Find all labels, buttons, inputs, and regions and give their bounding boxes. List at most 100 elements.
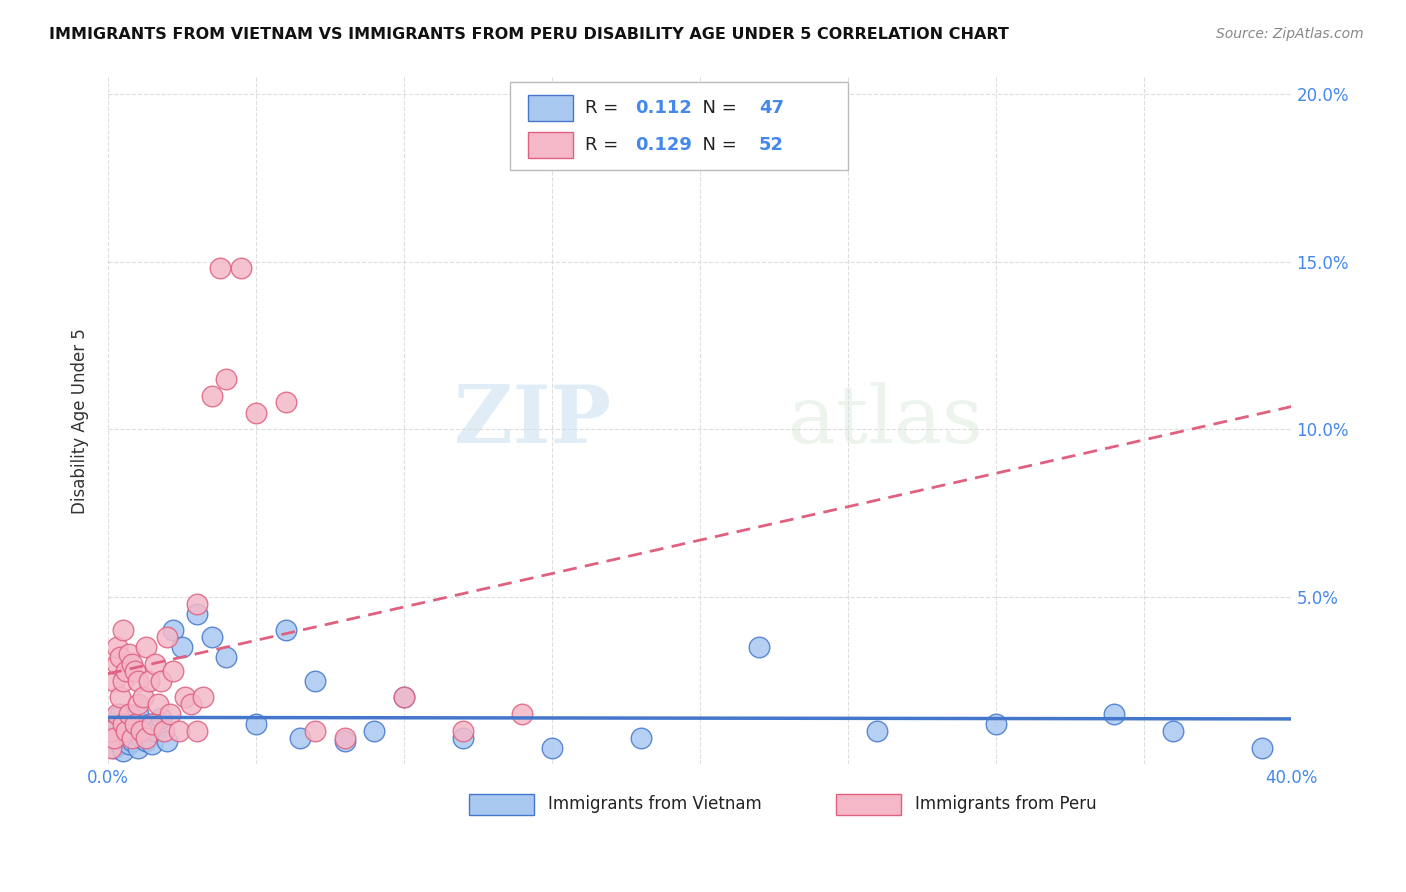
Point xyxy=(143,723,166,738)
Y-axis label: Disability Age Under 5: Disability Age Under 5 xyxy=(72,328,89,514)
Point xyxy=(304,673,326,688)
Point xyxy=(191,690,214,705)
Point xyxy=(118,737,141,751)
Point xyxy=(159,707,181,722)
Text: N =: N = xyxy=(692,99,742,117)
Point xyxy=(156,734,179,748)
Point xyxy=(304,723,326,738)
Point xyxy=(984,717,1007,731)
Point xyxy=(127,707,149,722)
Point xyxy=(105,640,128,654)
Point xyxy=(138,673,160,688)
FancyBboxPatch shape xyxy=(835,794,901,814)
FancyBboxPatch shape xyxy=(470,794,534,814)
Point xyxy=(200,389,222,403)
Text: R =: R = xyxy=(585,136,624,153)
Point xyxy=(167,723,190,738)
Text: atlas: atlas xyxy=(789,382,984,460)
Point xyxy=(132,690,155,705)
Point xyxy=(132,723,155,738)
Point xyxy=(127,697,149,711)
Text: ZIP: ZIP xyxy=(454,382,612,460)
Point xyxy=(103,731,125,745)
Point xyxy=(124,717,146,731)
Point xyxy=(245,406,267,420)
Point xyxy=(129,723,152,738)
Point xyxy=(180,697,202,711)
Point xyxy=(748,640,770,654)
Point xyxy=(114,664,136,678)
Text: Immigrants from Vietnam: Immigrants from Vietnam xyxy=(548,796,762,814)
Point xyxy=(111,717,134,731)
Text: IMMIGRANTS FROM VIETNAM VS IMMIGRANTS FROM PERU DISABILITY AGE UNDER 5 CORRELATI: IMMIGRANTS FROM VIETNAM VS IMMIGRANTS FR… xyxy=(49,27,1010,42)
Point xyxy=(111,624,134,638)
Point xyxy=(510,707,533,722)
Point xyxy=(215,650,238,665)
Point xyxy=(127,673,149,688)
Point xyxy=(156,630,179,644)
Point xyxy=(124,723,146,738)
Text: 0.112: 0.112 xyxy=(634,99,692,117)
Point xyxy=(274,395,297,409)
Point xyxy=(121,731,143,745)
Point xyxy=(118,707,141,722)
Point xyxy=(138,717,160,731)
Point xyxy=(143,657,166,671)
Point xyxy=(290,731,312,745)
Point xyxy=(200,630,222,644)
Point xyxy=(108,737,131,751)
Point xyxy=(215,372,238,386)
Point xyxy=(135,640,157,654)
Point xyxy=(186,597,208,611)
Point xyxy=(135,731,157,745)
Text: 47: 47 xyxy=(759,99,785,117)
Text: 52: 52 xyxy=(759,136,785,153)
Point xyxy=(392,690,415,705)
Point xyxy=(114,731,136,745)
Point xyxy=(148,697,170,711)
Point xyxy=(392,690,415,705)
Point xyxy=(866,723,889,738)
Point xyxy=(451,731,474,745)
Point xyxy=(1250,740,1272,755)
Point xyxy=(111,723,134,738)
FancyBboxPatch shape xyxy=(529,132,574,158)
Point xyxy=(100,740,122,755)
Point xyxy=(231,261,253,276)
Point xyxy=(111,744,134,758)
Point xyxy=(103,673,125,688)
Point xyxy=(114,714,136,728)
FancyBboxPatch shape xyxy=(510,82,848,170)
Point xyxy=(103,723,125,738)
Point xyxy=(100,731,122,745)
Point xyxy=(186,607,208,621)
Point xyxy=(114,723,136,738)
Point xyxy=(135,734,157,748)
Point xyxy=(174,690,197,705)
Point xyxy=(630,731,652,745)
Point xyxy=(333,734,356,748)
Point xyxy=(127,740,149,755)
Point xyxy=(103,740,125,755)
Text: N =: N = xyxy=(692,136,742,153)
Point xyxy=(141,717,163,731)
Point xyxy=(150,710,173,724)
Point xyxy=(186,723,208,738)
Point xyxy=(121,717,143,731)
Point xyxy=(108,650,131,665)
Point xyxy=(1102,707,1125,722)
Point xyxy=(105,734,128,748)
Point xyxy=(1161,723,1184,738)
Point xyxy=(111,673,134,688)
Point xyxy=(333,731,356,745)
Text: 0.129: 0.129 xyxy=(634,136,692,153)
Point xyxy=(105,717,128,731)
Point xyxy=(451,723,474,738)
Point xyxy=(105,657,128,671)
Point xyxy=(118,727,141,741)
Point xyxy=(209,261,232,276)
Point xyxy=(129,731,152,745)
FancyBboxPatch shape xyxy=(529,95,574,120)
Text: Source: ZipAtlas.com: Source: ZipAtlas.com xyxy=(1216,27,1364,41)
Point xyxy=(162,664,184,678)
